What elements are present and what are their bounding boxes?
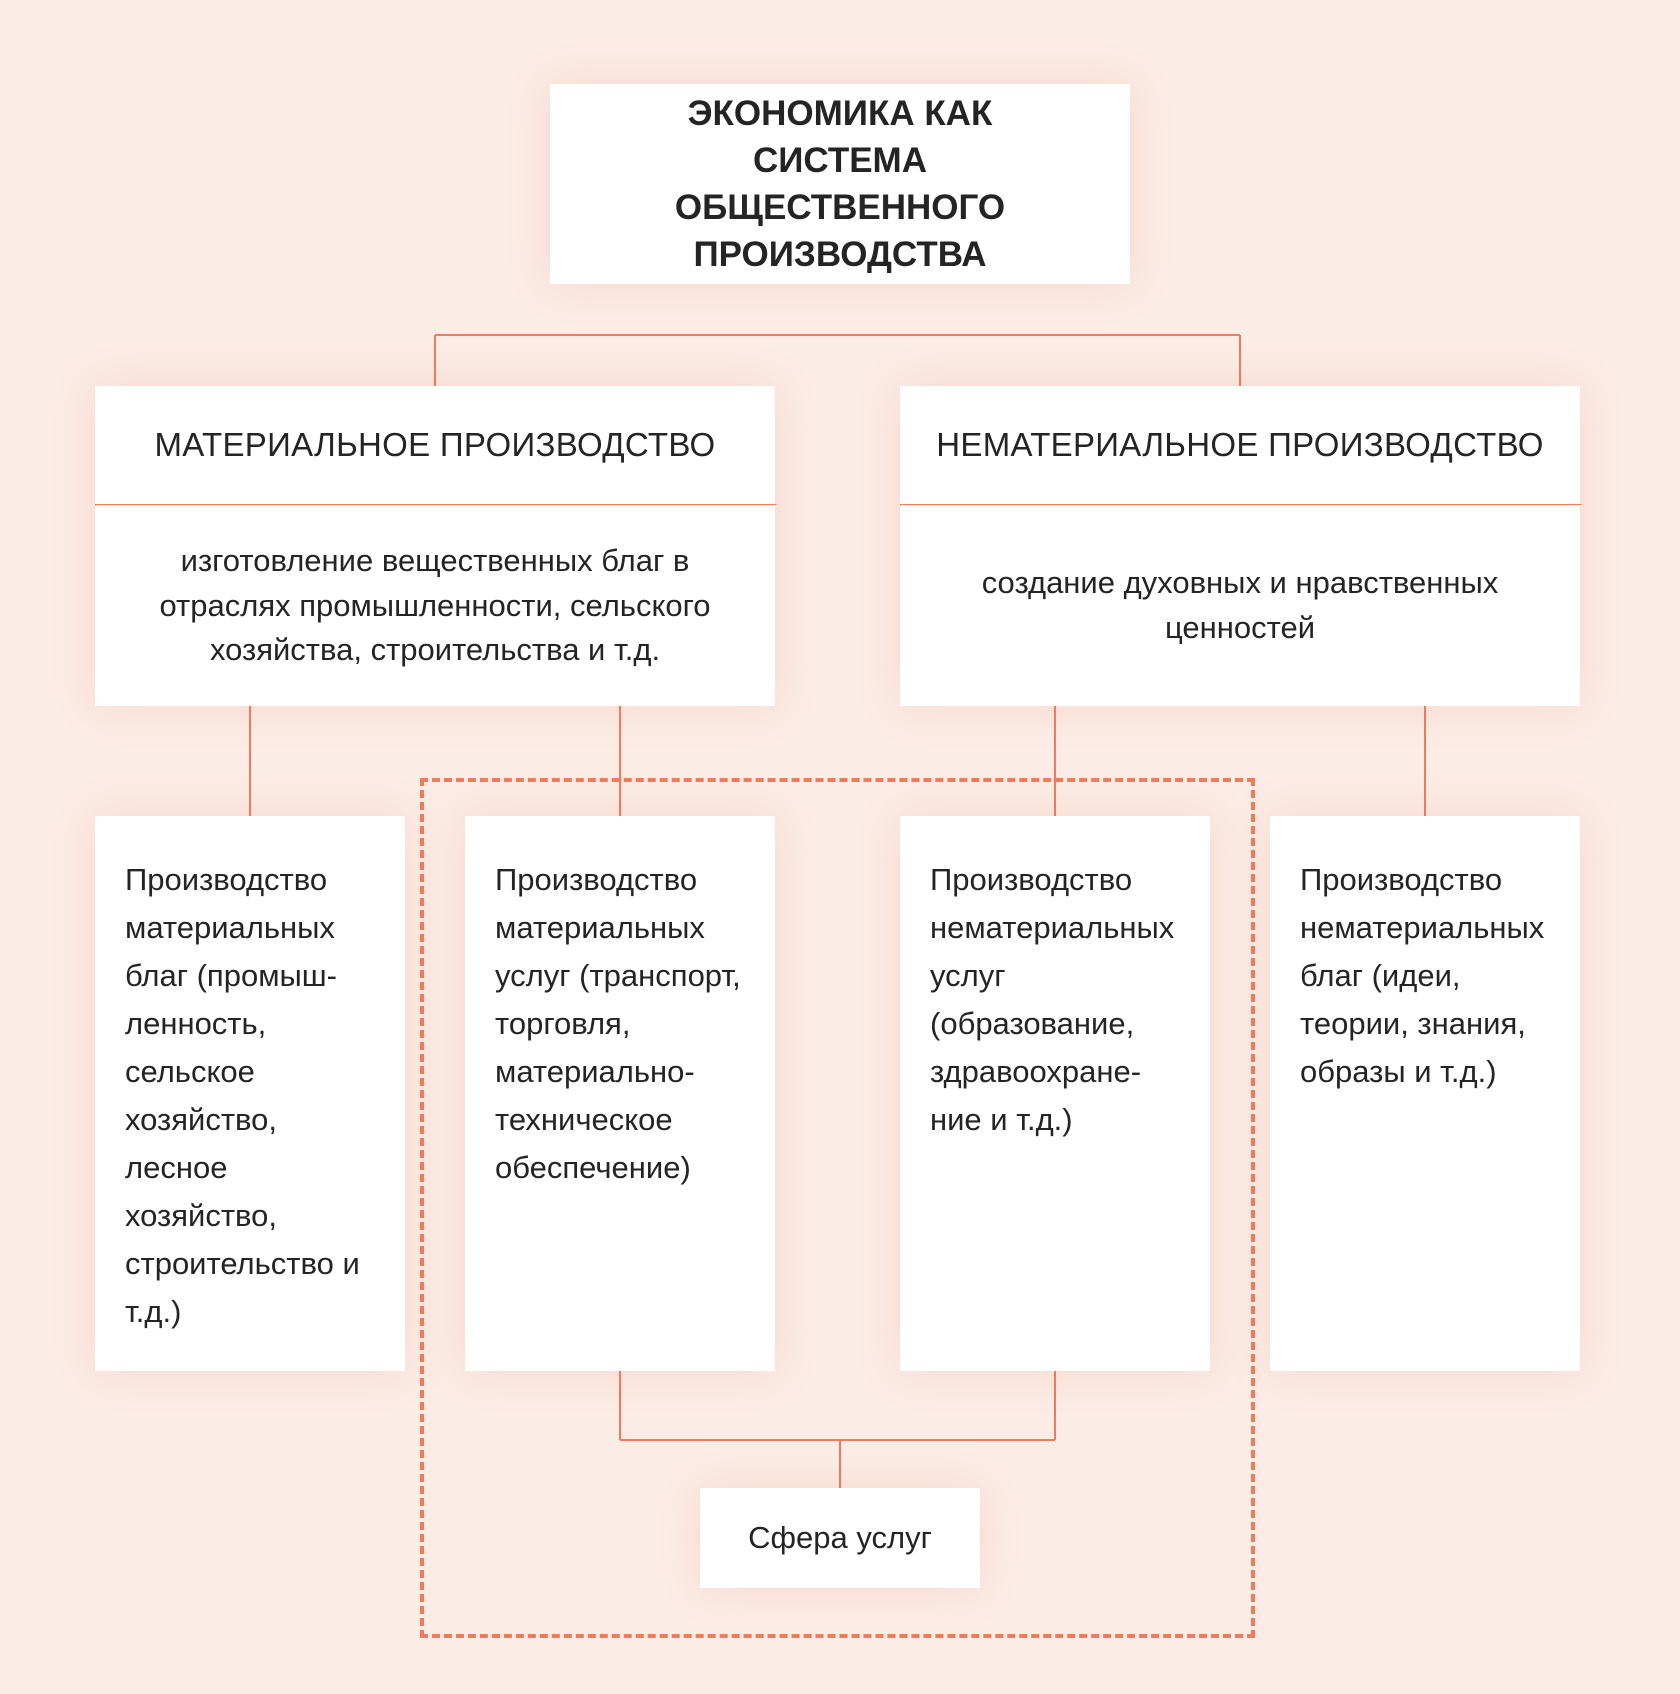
branch-nonmaterial-title: НЕМАТЕРИАЛЬНОЕ ПРОИЗВОДСТВО — [900, 386, 1580, 504]
leaf-nonmat-goods-text: Производство нематериаль­ных благ (идеи,… — [1300, 856, 1550, 1096]
leaf-nonmat-goods: Производство нематериаль­ных благ (идеи,… — [1270, 816, 1580, 1371]
branch-material: МАТЕРИАЛЬНОЕ ПРОИЗВОДСТВО изготовление в… — [95, 386, 775, 706]
leaf-mat-goods-text: Производство материальных благ (промыш­л… — [125, 856, 375, 1336]
leaf-mat-services-text: Производство материальных услуг (транспо… — [495, 856, 745, 1192]
branch-nonmaterial-desc: создание духовных и нравственных ценност… — [900, 506, 1580, 706]
leaf-mat-services: Производство материальных услуг (транспо… — [465, 816, 775, 1371]
branch-material-title: МАТЕРИАЛЬНОЕ ПРОИЗВОДСТВО — [95, 386, 775, 504]
root-text: ЭКОНОМИКА КАК СИСТЕМА ОБЩЕСТВЕННОГО ПРОИ… — [606, 90, 1074, 279]
services-node: Сфера услуг — [700, 1488, 980, 1588]
branch-material-desc: изготовление вещественных благ в отрасля… — [95, 506, 775, 706]
leaf-nonmat-services: Производство нематериаль­ных услуг (обра… — [900, 816, 1210, 1371]
branch-nonmaterial: НЕМАТЕРИАЛЬНОЕ ПРОИЗВОДСТВО создание дух… — [900, 386, 1580, 706]
services-text: Сфера услуг — [700, 1520, 980, 1556]
diagram-canvas: ЭКОНОМИКА КАК СИСТЕМА ОБЩЕСТВЕННОГО ПРОИ… — [0, 0, 1680, 1694]
root-node: ЭКОНОМИКА КАК СИСТЕМА ОБЩЕСТВЕННОГО ПРОИ… — [550, 84, 1130, 284]
leaf-nonmat-services-text: Производство нематериаль­ных услуг (обра… — [930, 856, 1180, 1144]
leaf-mat-goods: Производство материальных благ (промыш­л… — [95, 816, 405, 1371]
